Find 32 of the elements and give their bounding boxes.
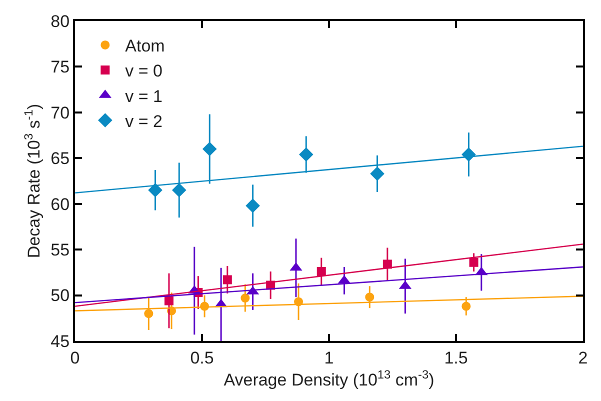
- x-tick-label: 0.5: [190, 348, 214, 368]
- point: [164, 296, 174, 306]
- y-tick-label: 65: [50, 149, 70, 168]
- point: [316, 267, 326, 276]
- y-tick-label: 70: [50, 103, 70, 122]
- x-tick-label: 0: [70, 348, 80, 368]
- point: [462, 302, 471, 311]
- x-tick-label: 1.5: [444, 348, 468, 368]
- point: [222, 275, 232, 284]
- legend-label: Atom: [125, 36, 165, 56]
- point: [469, 258, 478, 267]
- legend-label: v = 1: [125, 86, 163, 106]
- legend-label: v = 0: [125, 62, 163, 81]
- y-tick-label: 75: [50, 58, 70, 77]
- y-tick-label: 55: [50, 240, 70, 260]
- x-axis-title: Average Density (10$^{13}$ cm$^{-3}$): [224, 367, 434, 390]
- point: [365, 292, 374, 302]
- y-tick-label: 60: [50, 194, 70, 214]
- point: [298, 147, 314, 162]
- point: [148, 182, 162, 198]
- point: [240, 294, 250, 303]
- point: [202, 142, 217, 156]
- x-tick-label: 1: [324, 348, 334, 368]
- x-tick-label: 2: [578, 348, 588, 368]
- legend-label: v = 2: [125, 112, 163, 131]
- y-tick-label: 50: [50, 286, 70, 306]
- point: [370, 166, 384, 181]
- y-tick-label: 45: [50, 332, 70, 351]
- y-tick-label: 80: [50, 12, 70, 31]
- point: [172, 182, 186, 198]
- point: [246, 198, 260, 213]
- point: [144, 309, 154, 318]
